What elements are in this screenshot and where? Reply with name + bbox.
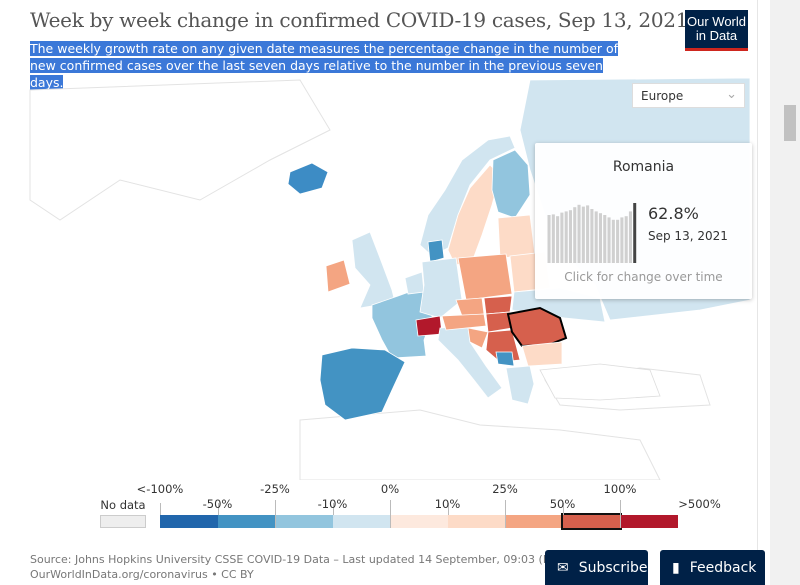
- region-select[interactable]: Europe ⌄: [632, 83, 745, 108]
- sparkline-bar: [611, 219, 615, 263]
- country-iceland: [287, 162, 329, 195]
- tooltip-value: 62.8%: [648, 204, 699, 223]
- legend-tick: [160, 503, 161, 515]
- country-estonia-latvia-lithuania: [497, 214, 536, 259]
- country-germany: [419, 257, 463, 319]
- source-note: Source: Johns Hopkins University CSSE CO…: [30, 552, 550, 582]
- sparkline-bar: [603, 215, 607, 263]
- tooltip-date: Sep 13, 2021: [648, 229, 728, 243]
- country-spain-portugal: [319, 347, 406, 421]
- subscribe-button[interactable]: ✉ Subscribe: [545, 550, 648, 585]
- feedback-button[interactable]: ▮ Feedback: [660, 550, 765, 585]
- tooltip-country: Romania: [612, 159, 675, 175]
- country-uk: [351, 231, 396, 309]
- country-montenegro: [495, 351, 515, 367]
- legend-bin[interactable]: [275, 515, 333, 528]
- chart-subtitle: The weekly growth rate on any given date…: [30, 41, 619, 90]
- legend-bin[interactable]: [620, 515, 678, 528]
- source-url[interactable]: OurWorldInData.org/coronavirus • CC BY: [30, 568, 254, 581]
- legend-label: 50%: [549, 497, 576, 511]
- country-benelux: [404, 271, 425, 295]
- card-border: [757, 0, 758, 585]
- country-ireland: [325, 259, 351, 293]
- source-text: Source: Johns Hopkins University CSSE CO…: [30, 553, 550, 566]
- country-switzerland: [415, 315, 443, 337]
- country-turkey: [539, 363, 661, 401]
- chevron-down-icon: ⌄: [726, 87, 737, 102]
- sparkline-bar: [547, 215, 551, 263]
- sparkline-bar: [573, 207, 577, 263]
- legend-label: 0%: [380, 482, 400, 496]
- legend-bin[interactable]: [447, 515, 505, 528]
- page-scrollbar[interactable]: [770, 0, 800, 585]
- tooltip-hint: Click for change over time: [564, 270, 723, 284]
- sparkline-bar: [551, 214, 555, 263]
- legend-label: 100%: [603, 482, 637, 496]
- country-czechia: [455, 297, 485, 317]
- legend-label: -50%: [202, 497, 233, 511]
- legend-tick: [562, 503, 564, 515]
- sparkline-bar: [620, 217, 624, 263]
- country-outline: [29, 79, 331, 221]
- sparkline-bar: [581, 206, 585, 263]
- sparkline-bar: [628, 211, 633, 263]
- legend-label: 25%: [492, 482, 518, 496]
- legend-tick: [505, 500, 506, 528]
- country-austria: [441, 313, 487, 331]
- envelope-icon: ✉: [557, 559, 569, 576]
- sparkline-bar: [560, 212, 564, 263]
- legend-bin[interactable]: [332, 515, 390, 528]
- scrollbar-thumb[interactable]: [784, 105, 796, 141]
- sparkline-bar: [590, 209, 594, 263]
- country-finland: [491, 149, 531, 219]
- sparkline-bar: [556, 216, 560, 263]
- sparkline-bar: [607, 217, 611, 263]
- country-outline: [299, 409, 661, 480]
- owid-logo[interactable]: Our World in Data: [685, 10, 748, 51]
- country-bulgaria: [521, 341, 563, 367]
- sparkline-bar: [624, 216, 628, 263]
- legend-tick: [447, 503, 449, 515]
- legend-label: -25%: [260, 482, 290, 496]
- country-tooltip[interactable]: Romania 62.8% Sep 13, 2021 Click for cha…: [535, 143, 752, 299]
- country-croatia-slovenia: [467, 327, 489, 349]
- sparkline-bar: [616, 219, 620, 263]
- legend-bin[interactable]: [390, 515, 448, 528]
- chart-title: Week by week change in confirmed COVID-1…: [30, 8, 689, 32]
- legend-label: -10%: [317, 497, 348, 511]
- legend-bin[interactable]: [560, 513, 622, 530]
- subscribe-label: Subscribe: [578, 559, 648, 576]
- sparkline-bar: [564, 211, 568, 263]
- legend-label: <-100%: [136, 482, 184, 496]
- country-denmark: [427, 239, 445, 263]
- country-greece: [505, 365, 535, 405]
- legend-bin[interactable]: [217, 515, 275, 528]
- country-norway: [419, 135, 516, 257]
- legend-tick: [332, 503, 334, 515]
- sparkline-chart: [547, 203, 637, 263]
- country-poland: [457, 253, 513, 301]
- legend-bin[interactable]: [160, 515, 218, 528]
- legend-tick: [217, 503, 219, 515]
- sparkline-bar: [586, 205, 590, 263]
- legend-label: >500%: [678, 497, 721, 511]
- feedback-label: Feedback: [689, 559, 757, 576]
- sparkline-bar: [598, 213, 603, 263]
- legend-bin-no-data[interactable]: [100, 515, 146, 528]
- legend-tick: [275, 500, 276, 528]
- sparkline-bar: [633, 203, 637, 263]
- legend-label-no-data: No data: [100, 498, 146, 512]
- legend-bin[interactable]: [505, 515, 563, 528]
- country-romania: [506, 306, 568, 348]
- sparkline-bar: [577, 204, 581, 263]
- legend-label: 10%: [434, 497, 461, 511]
- sparkline-bar: [594, 211, 598, 263]
- legend-tick: [620, 500, 621, 528]
- legend-tick: [390, 500, 391, 528]
- country-slovakia: [483, 295, 513, 315]
- sparkline-bar: [568, 210, 573, 263]
- speech-bubble-icon: ▮: [672, 559, 680, 576]
